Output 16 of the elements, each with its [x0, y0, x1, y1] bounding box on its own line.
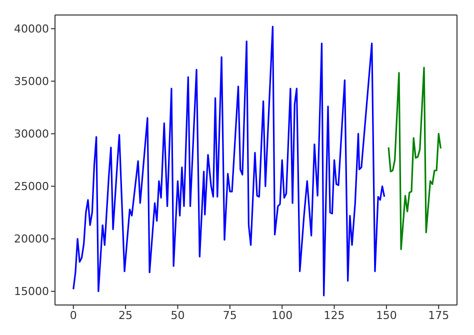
- x-tick-label: 25: [118, 308, 133, 322]
- x-tick-label: 50: [170, 308, 185, 322]
- y-tick-label: 30000: [14, 128, 49, 141]
- x-tick-label: 150: [376, 308, 397, 322]
- x-tick-label: 100: [272, 308, 293, 322]
- line-series: [72, 26, 386, 296]
- y-tick-label: 20000: [14, 232, 49, 246]
- y-tick-label: 15000: [14, 285, 49, 298]
- x-tick-label: 175: [428, 308, 450, 322]
- y-tick-label: 40000: [14, 22, 49, 36]
- x-tick-label: 75: [222, 308, 237, 322]
- x-tick-label: 125: [324, 308, 345, 322]
- line-series: [388, 66, 442, 250]
- x-tick-label: 0: [70, 308, 77, 322]
- y-tick-label: 35000: [14, 75, 49, 88]
- y-tick-label: 25000: [14, 180, 49, 194]
